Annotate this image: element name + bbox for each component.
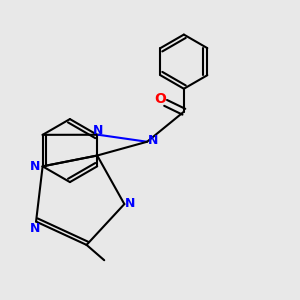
Text: N: N bbox=[30, 222, 41, 235]
Text: N: N bbox=[125, 197, 135, 210]
Text: N: N bbox=[93, 124, 103, 137]
Text: N: N bbox=[148, 134, 158, 147]
Text: N: N bbox=[30, 160, 41, 173]
Text: O: O bbox=[154, 92, 166, 106]
